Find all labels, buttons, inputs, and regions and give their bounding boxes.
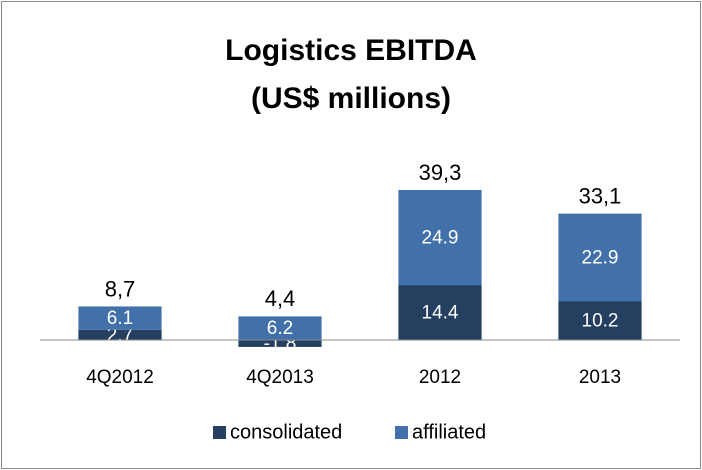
data-label: 6.1 — [107, 308, 133, 329]
legend-label: consolidated — [230, 421, 342, 443]
x-tick-label: 4Q2013 — [246, 367, 314, 388]
bar-segment — [78, 306, 162, 330]
legend-label: affiliated — [412, 421, 486, 443]
bar-segment — [558, 213, 642, 302]
total-label: 39,3 — [419, 160, 462, 185]
chart-title: Logistics EBITDA — [225, 34, 477, 67]
x-tick-label: 4Q2012 — [86, 367, 154, 388]
bar-segment — [398, 190, 482, 286]
legend-swatch — [213, 426, 226, 439]
data-label: 2.7 — [107, 325, 133, 346]
total-label: 8,7 — [105, 276, 136, 301]
bar-segment — [78, 329, 162, 341]
total-label: 4,4 — [265, 286, 296, 311]
bar-segment — [238, 316, 322, 341]
data-label: 10.2 — [582, 311, 619, 332]
total-label: 33,1 — [579, 183, 622, 208]
data-label: 14.4 — [422, 303, 459, 324]
x-tick-label: 2013 — [579, 367, 621, 388]
data-label: 6.2 — [267, 318, 293, 339]
bar-segment — [398, 285, 482, 341]
data-label: 24.9 — [422, 228, 459, 249]
bar-segment — [558, 301, 642, 341]
legend-swatch — [395, 426, 408, 439]
x-tick-label: 2012 — [419, 367, 461, 388]
data-label: 22.9 — [582, 247, 619, 268]
bar-segment — [238, 340, 322, 347]
chart-subtitle: (US$ millions) — [251, 82, 451, 115]
